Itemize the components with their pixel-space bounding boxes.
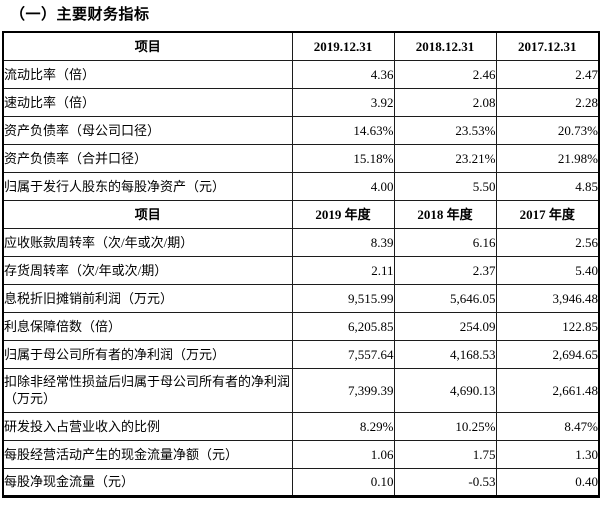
table-row: 利息保障倍数（倍） 6,205.85 254.09 122.85 [2, 311, 600, 341]
table-row: 归属于发行人股东的每股净资产（元） 4.00 5.50 4.85 [2, 171, 600, 201]
cell-value: 14.63% [291, 115, 395, 145]
cell-value: 20.73% [495, 115, 600, 145]
cell-value: 122.85 [495, 311, 600, 341]
table-row: 扣除非经常性损益后归属于母公司所有者的净利润（万元） 7,399.39 4,690.… [2, 367, 600, 413]
row-label: 存货周转率（次/年或次/期） [2, 255, 293, 285]
cell-value: 2.08 [393, 87, 497, 117]
cell-value: 7,399.39 [291, 367, 395, 413]
cell-value: 2.46 [393, 59, 497, 89]
financial-table: 项目 2019.12.31 2018.12.31 2017.12.31 流动比率（倍） 4… [2, 31, 600, 498]
cell-value: 2,694.65 [495, 339, 600, 369]
page-title: （一）主要财务指标 [10, 6, 150, 23]
table-row: 研发投入占营业收入的比例 8.29% 10.25% 8.47% [2, 411, 600, 441]
table-row: 应收账款周转率（次/年或次/期） 8.39 6.16 2.56 [2, 227, 600, 257]
cell-value: 9,515.99 [291, 283, 395, 313]
cell-value: 7,557.64 [291, 339, 395, 369]
cell-value: 6,205.85 [291, 311, 395, 341]
cell-value: 2,661.48 [495, 367, 600, 413]
cell-value: 4,168.53 [393, 339, 497, 369]
table-row: 存货周转率（次/年或次/期） 2.11 2.37 5.40 [2, 255, 600, 285]
table-row: 归属于母公司所有者的净利润（万元） 7,557.64 4,168.53 2,694.6… [2, 339, 600, 369]
cell-value: 3,946.48 [495, 283, 600, 313]
period-column-header: 2018 年度 [393, 199, 497, 229]
cell-value: 2.28 [495, 87, 600, 117]
item-column-header: 项目 [2, 199, 293, 229]
cell-value: 1.30 [495, 439, 600, 469]
cell-value: 0.10 [291, 467, 395, 497]
row-label: 归属于发行人股东的每股净资产（元） [2, 171, 293, 201]
cell-value: 6.16 [393, 227, 497, 257]
table-row: 资产负债率（母公司口径） 14.63% 23.53% 20.73% [2, 115, 600, 145]
row-label: 利息保障倍数（倍） [2, 311, 293, 341]
cell-value: 5.40 [495, 255, 600, 285]
cell-value: 4.36 [291, 59, 395, 89]
row-label: 归属于母公司所有者的净利润（万元） [2, 339, 293, 369]
row-label: 息税折旧摊销前利润（万元） [2, 283, 293, 313]
period-column-header: 2018.12.31 [393, 31, 497, 61]
row-label: 资产负债率（合并口径） [2, 143, 293, 173]
cell-value: 4,690.13 [393, 367, 497, 413]
item-column-header: 项目 [2, 31, 293, 61]
cell-value: 8.39 [291, 227, 395, 257]
table-row: 流动比率（倍） 4.36 2.46 2.47 [2, 59, 600, 89]
period-column-header: 2017 年度 [495, 199, 600, 229]
cell-value: 21.98% [495, 143, 600, 173]
financial-table-body: 项目 2019.12.31 2018.12.31 2017.12.31 流动比率（倍） 4… [2, 31, 600, 497]
cell-value: 8.29% [291, 411, 395, 441]
cell-value: 3.92 [291, 87, 395, 117]
cell-value: 8.47% [495, 411, 600, 441]
table-row: 每股净现金流量（元） 0.10 -0.53 0.40 [2, 467, 600, 497]
cell-value: 0.40 [495, 467, 600, 497]
cell-value: 1.75 [393, 439, 497, 469]
cell-value: 23.21% [393, 143, 497, 173]
row-label: 每股经营活动产生的现金流量净额（元） [2, 439, 293, 469]
table-header-row: 项目 2019 年度 2018 年度 2017 年度 [2, 199, 600, 229]
table-row: 速动比率（倍） 3.92 2.08 2.28 [2, 87, 600, 117]
cell-value: 2.37 [393, 255, 497, 285]
row-label: 速动比率（倍） [2, 87, 293, 117]
cell-value: 23.53% [393, 115, 497, 145]
row-label: 资产负债率（母公司口径） [2, 115, 293, 145]
cell-value: 5,646.05 [393, 283, 497, 313]
financial-table-container: 项目 2019.12.31 2018.12.31 2017.12.31 流动比率（倍） 4… [2, 31, 600, 498]
period-column-header: 2017.12.31 [495, 31, 600, 61]
table-row: 每股经营活动产生的现金流量净额（元） 1.06 1.75 1.30 [2, 439, 600, 469]
cell-value: -0.53 [393, 467, 497, 497]
period-column-header: 2019.12.31 [291, 31, 395, 61]
cell-value: 1.06 [291, 439, 395, 469]
cell-value: 15.18% [291, 143, 395, 173]
table-row: 资产负债率（合并口径） 15.18% 23.21% 21.98% [2, 143, 600, 173]
row-label: 每股净现金流量（元） [2, 467, 293, 497]
cell-value: 2.47 [495, 59, 600, 89]
row-label: 应收账款周转率（次/年或次/期） [2, 227, 293, 257]
row-label: 扣除非经常性损益后归属于母公司所有者的净利润（万元） [2, 367, 293, 413]
cell-value: 2.56 [495, 227, 600, 257]
period-column-header: 2019 年度 [291, 199, 395, 229]
cell-value: 5.50 [393, 171, 497, 201]
table-row: 息税折旧摊销前利润（万元） 9,515.99 5,646.05 3,946.48 [2, 283, 600, 313]
cell-value: 4.00 [291, 171, 395, 201]
cell-value: 4.85 [495, 171, 600, 201]
row-label: 流动比率（倍） [2, 59, 293, 89]
cell-value: 254.09 [393, 311, 497, 341]
cell-value: 10.25% [393, 411, 497, 441]
row-label: 研发投入占营业收入的比例 [2, 411, 293, 441]
cell-value: 2.11 [291, 255, 395, 285]
table-header-row: 项目 2019.12.31 2018.12.31 2017.12.31 [2, 31, 600, 61]
